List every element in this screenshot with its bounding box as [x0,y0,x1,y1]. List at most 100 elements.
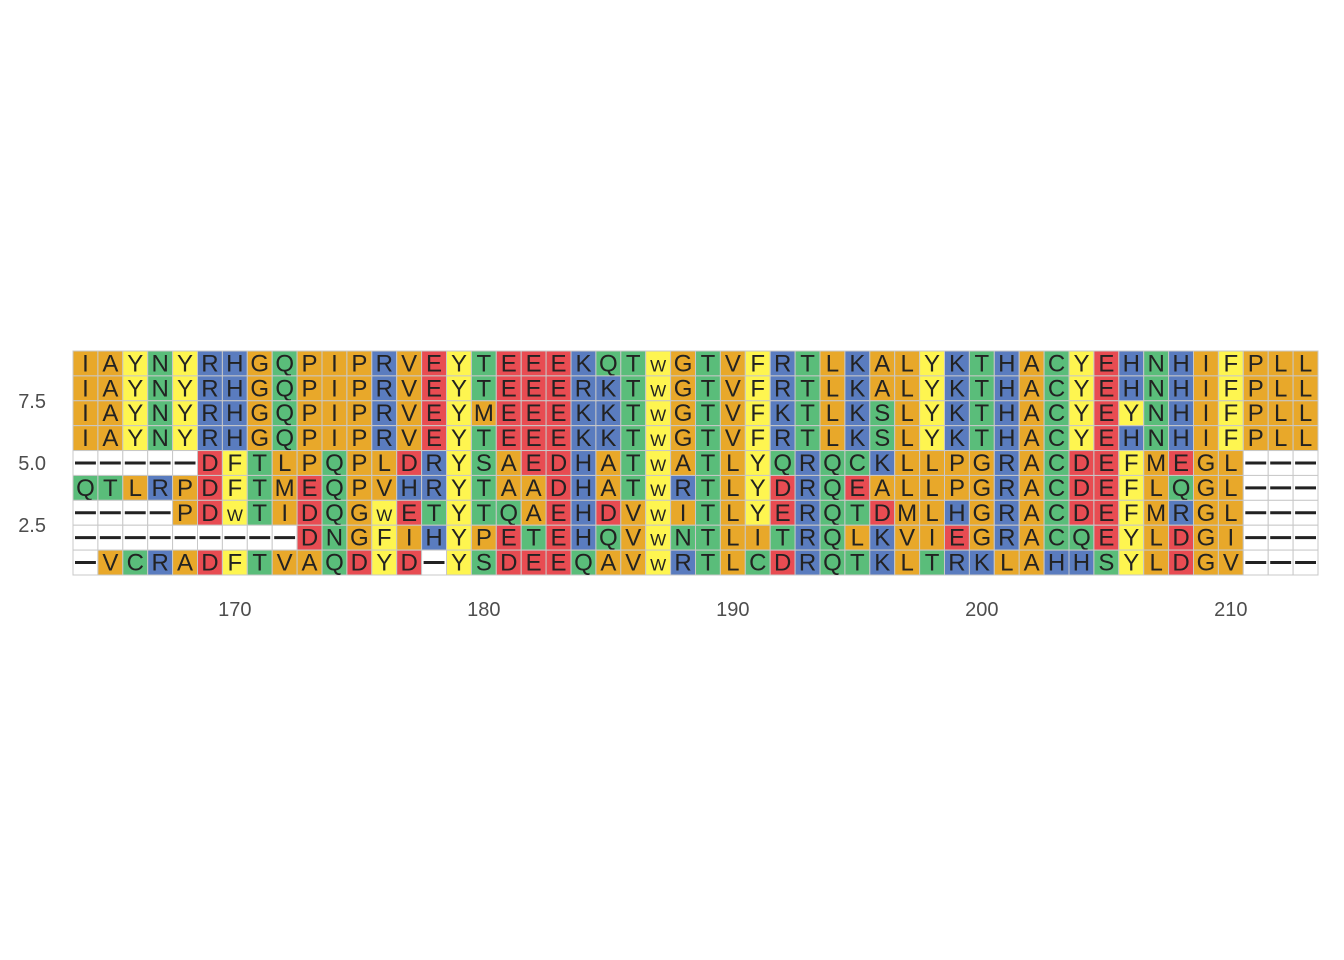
residue-letter: T [701,400,716,427]
residue-cell [246,350,273,377]
residue-cell [919,499,945,526]
residue-letter: Y [924,425,940,452]
residue-cell [545,400,572,427]
residue-cell [744,450,771,476]
residue-cell [1043,474,1070,501]
residue-letter: A [526,475,542,502]
residue-cell [993,450,1020,476]
residue-letter: K [874,525,890,552]
residue-letter: E [551,350,567,377]
residue-cell [246,549,273,576]
residue-letter: Q [599,525,618,552]
residue-letter: L [900,550,913,577]
residue-letter: H [575,525,592,552]
residue-cell [221,450,248,476]
residue-letter: Y [451,525,467,552]
residue-letter: M [897,500,917,527]
residue-cell [620,549,647,576]
residue-cell [944,549,970,576]
residue-letter: L [1299,350,1312,377]
residue-letter: F [1224,375,1239,402]
residue-letter: I [82,375,89,402]
residue-cell [246,499,273,526]
residue-letter: P [302,425,318,452]
residue-letter: D [201,500,218,527]
residue-letter: W [650,556,666,575]
residue-letter: V [725,400,741,427]
residue-letter: T [975,350,990,377]
residue-letter: E [849,475,865,502]
residue-cell [819,425,846,452]
residue-letter: L [1149,550,1162,577]
residue-letter: Y [451,400,467,427]
residue-letter: Q [599,350,618,377]
residue-letter: H [1048,550,1065,577]
residue-letter: K [575,425,591,452]
residue-cell [1068,425,1095,452]
residue-letter: G [674,425,693,452]
residue-cell [346,425,373,452]
residue-cell [197,375,223,402]
residue-cell [645,375,672,402]
residue-cell [719,350,746,377]
residue-letter: R [425,450,442,477]
residue-letter: Y [451,350,467,377]
residue-cell [371,549,398,576]
residue-letter: A [177,550,193,577]
residue-letter: E [551,400,567,427]
residue-letter: T [477,500,492,527]
residue-letter: R [376,350,393,377]
residue-letter: E [775,500,791,527]
residue-letter: Q [325,475,344,502]
residue-letter: T [701,525,716,552]
residue-cell [844,549,871,576]
residue-letter: E [401,500,417,527]
residue-letter: L [726,525,739,552]
residue-letter: H [575,450,592,477]
residue-letter: W [227,506,243,525]
residue-cell [1168,450,1194,476]
residue-cell [1193,474,1219,501]
residue-cell [769,450,796,476]
residue-cell [172,549,199,576]
residue-letter: Y [376,550,392,577]
residue-cell [371,499,398,526]
residue-letter: Y [127,350,143,377]
residue-letter: V [725,425,741,452]
residue-letter: T [701,450,716,477]
residue-letter: A [600,475,616,502]
residue-letter: I [1203,400,1210,427]
residue-letter: N [151,350,168,377]
residue-cell [819,400,846,427]
residue-cell [993,549,1020,576]
residue-letter: P [177,475,193,502]
residue-letter: E [949,525,965,552]
residue-letter: E [426,425,442,452]
residue-letter: L [1299,400,1312,427]
residue-letter: L [925,450,938,477]
residue-letter: E [501,400,517,427]
residue-letter: T [975,425,990,452]
residue-letter: K [949,350,965,377]
residue-cell [446,549,472,576]
residue-letter: F [228,450,243,477]
residue-cell [172,425,199,452]
residue-cell [1217,400,1244,427]
residue-cell [296,549,323,576]
residue-letter: N [151,400,168,427]
residue-cell [595,400,622,427]
residue-letter: L [1149,525,1162,552]
residue-letter: R [674,550,691,577]
residue-letter: T [800,350,815,377]
residue-cell [1093,400,1120,427]
residue-letter: A [302,550,318,577]
residue-letter: R [799,525,816,552]
residue-letter: E [551,425,567,452]
residue-letter: P [351,425,367,452]
residue-letter: P [302,400,318,427]
residue-letter: L [1000,550,1013,577]
residue-letter: L [1274,425,1287,452]
residue-letter: T [252,475,267,502]
residue-cell [520,474,547,501]
residue-cell [1043,499,1070,526]
